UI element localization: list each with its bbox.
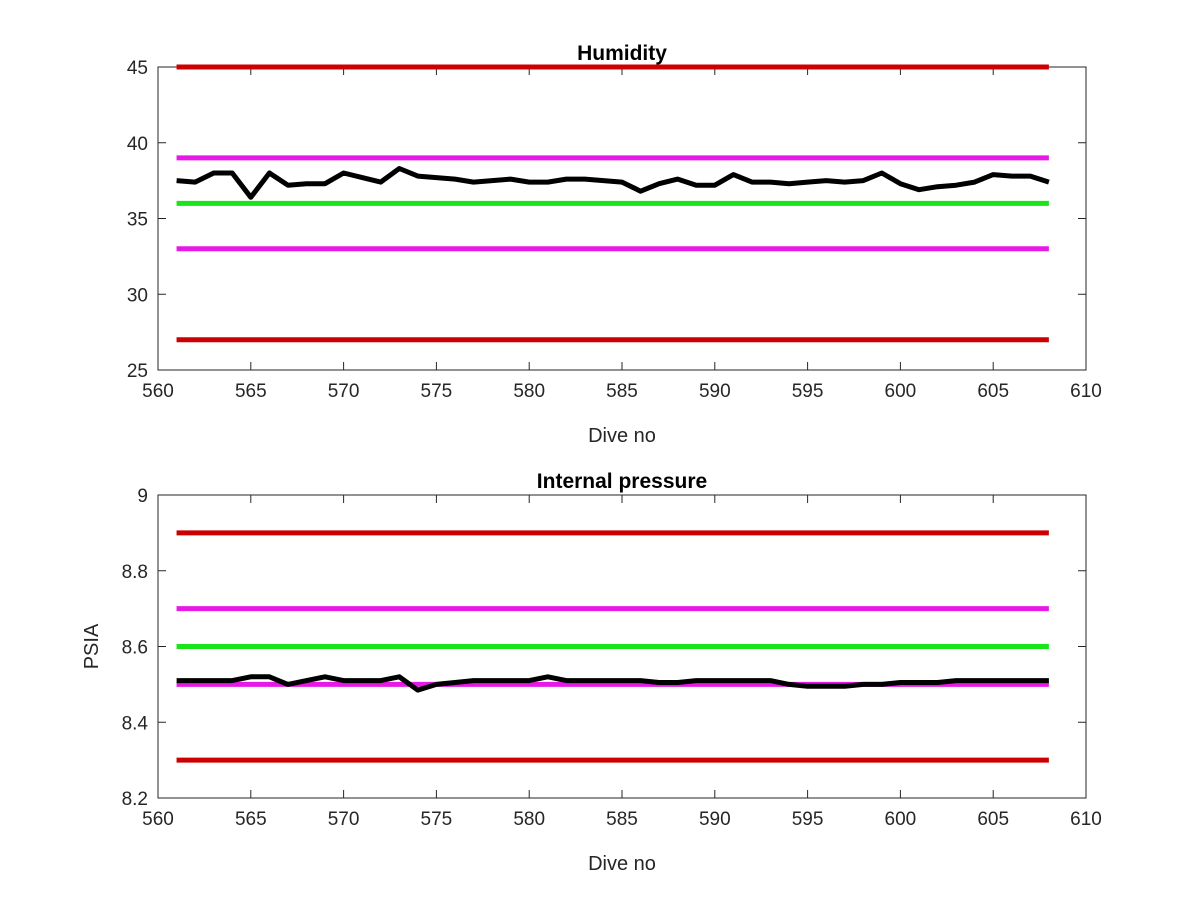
humidity-axes-box bbox=[157, 66, 1087, 371]
humidity-x-tick-label: 605 bbox=[977, 381, 1009, 402]
pressure-x-tick-label: 605 bbox=[977, 809, 1009, 830]
humidity-x-tick-label: 600 bbox=[885, 381, 917, 402]
humidity-x-tick-label: 585 bbox=[606, 381, 638, 402]
humidity-chart-title: Humidity bbox=[577, 42, 667, 65]
humidity-x-axis-label: Dive no bbox=[588, 425, 656, 447]
humidity-x-tick-label: 565 bbox=[235, 381, 267, 402]
humidity-x-tick-label: 590 bbox=[699, 381, 731, 402]
humidity-series-line bbox=[176, 166, 1050, 200]
humidity-subplot: 560 565 570 575 580 585 590 595 600 605 610 25 30 35 4… bbox=[127, 42, 1102, 447]
pressure-y-tick-label: 8.6 bbox=[122, 638, 148, 659]
pressure-chart-title: Internal pressure bbox=[537, 470, 707, 493]
pressure-y-tick-label: 8.2 bbox=[122, 789, 148, 810]
pressure-x-tick-label: 595 bbox=[792, 809, 824, 830]
pressure-y-tick-label: 9 bbox=[137, 486, 148, 507]
humidity-y-tick-label: 40 bbox=[127, 134, 148, 155]
humidity-y-tick-label: 30 bbox=[127, 285, 148, 306]
humidity-x-tick-label: 580 bbox=[513, 381, 545, 402]
humidity-x-tick-label: 570 bbox=[328, 381, 360, 402]
humidity-y-tick-label: 45 bbox=[127, 58, 148, 79]
humidity-y-tick-label: 35 bbox=[127, 210, 148, 231]
pressure-x-tick-label: 585 bbox=[606, 809, 638, 830]
pressure-x-tick-label: 575 bbox=[421, 809, 453, 830]
pressure-x-tick-label: 570 bbox=[328, 809, 360, 830]
pressure-x-tick-label: 580 bbox=[513, 809, 545, 830]
humidity-x-tick-label: 560 bbox=[142, 381, 174, 402]
pressure-x-tick-label: 560 bbox=[142, 809, 174, 830]
pressure-x-axis-label: Dive no bbox=[588, 853, 656, 875]
humidity-x-tick-label: 610 bbox=[1070, 381, 1102, 402]
pressure-series-line bbox=[176, 674, 1049, 693]
pressure-y-tick-label: 8.4 bbox=[122, 713, 149, 734]
pressure-x-tick-label: 565 bbox=[235, 809, 267, 830]
internal-pressure-subplot: 560 565 570 575 580 585 590 595 600 605 610 8.2 8.4 8… bbox=[81, 470, 1102, 875]
pressure-x-tick-label: 610 bbox=[1070, 809, 1102, 830]
pressure-x-tick-label: 600 bbox=[885, 809, 917, 830]
humidity-x-tick-label: 575 bbox=[421, 381, 453, 402]
pressure-y-axis-label: PSIA bbox=[81, 623, 103, 669]
pressure-y-tick-label: 8.8 bbox=[122, 562, 148, 583]
pressure-x-tick-label: 590 bbox=[699, 809, 731, 830]
humidity-x-tick-label: 595 bbox=[792, 381, 824, 402]
humidity-y-tick-label: 25 bbox=[127, 361, 148, 382]
